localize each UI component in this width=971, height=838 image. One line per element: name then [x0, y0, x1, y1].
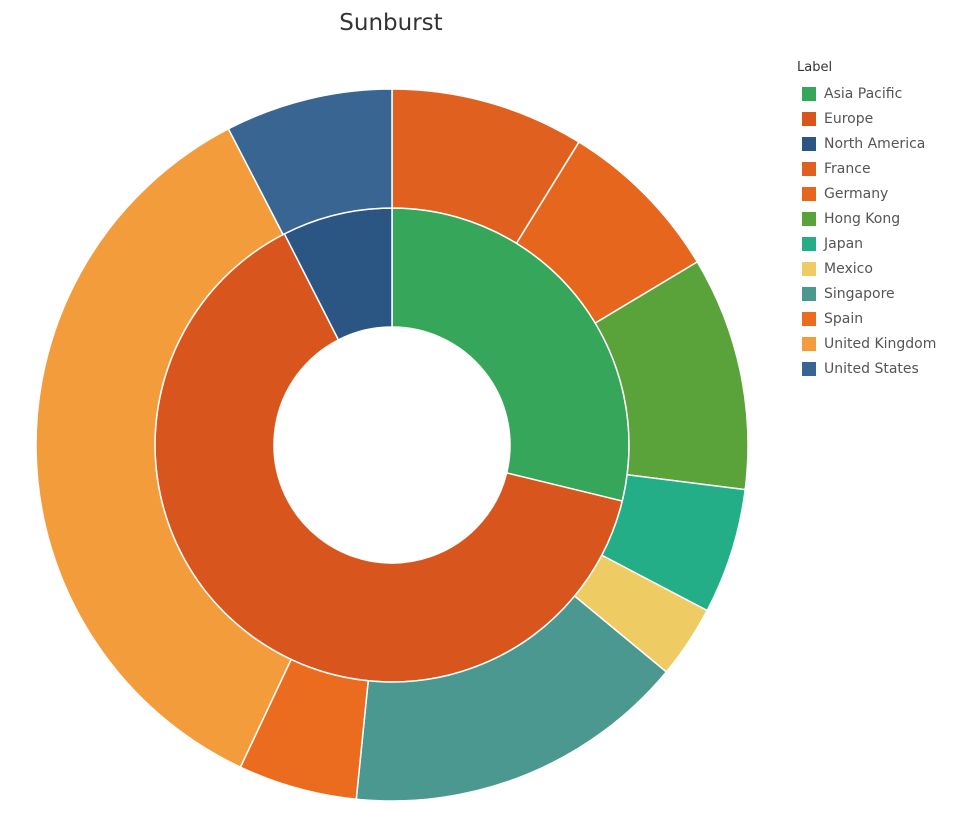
legend-item-europe[interactable]: Europe — [797, 106, 936, 131]
legend-swatch — [802, 261, 816, 276]
legend-swatch — [802, 286, 816, 301]
legend-item-united-kingdom[interactable]: United Kingdom — [797, 331, 936, 356]
legend-label: Singapore — [824, 285, 895, 302]
legend-item-north-america[interactable]: North America — [797, 131, 936, 156]
legend-item-japan[interactable]: Japan — [797, 231, 936, 256]
legend-item-singapore[interactable]: Singapore — [797, 281, 936, 306]
legend-item-france[interactable]: France — [797, 156, 936, 181]
legend-item-germany[interactable]: Germany — [797, 181, 936, 206]
legend-label: Japan — [824, 235, 864, 252]
legend-label: Germany — [824, 185, 889, 202]
legend-label: United Kingdom — [824, 335, 937, 352]
outer-slice-united-states — [227, 88, 393, 236]
legend-items: Asia Pacific Europe North America France Ger… — [797, 81, 936, 381]
legend-label: Spain — [824, 310, 864, 327]
legend-swatch — [802, 136, 816, 151]
legend-label: Asia Pacific — [824, 85, 903, 102]
legend-label: Hong Kong — [824, 210, 901, 227]
legend-label: France — [824, 160, 871, 177]
legend: Label Asia Pacific Europe North America Fra… — [797, 60, 936, 381]
legend-label: Mexico — [824, 260, 873, 277]
legend-item-united-states[interactable]: United States — [797, 356, 936, 381]
legend-swatch — [802, 236, 816, 251]
outer-slice-united-kingdom — [35, 127, 293, 769]
legend-swatch — [802, 186, 816, 201]
legend-swatch — [802, 311, 816, 326]
legend-swatch — [802, 336, 816, 351]
legend-label: United States — [824, 360, 919, 377]
legend-swatch — [802, 111, 816, 126]
chart-title: Sunburst — [339, 10, 443, 36]
legend-item-hong-kong[interactable]: Hong Kong — [797, 206, 936, 231]
sunburst-chart — [35, 88, 749, 802]
legend-item-asia-pacific[interactable]: Asia Pacific — [797, 81, 936, 106]
legend-swatch — [802, 361, 816, 376]
legend-label: Europe — [824, 110, 874, 127]
legend-swatch — [802, 86, 816, 101]
outer-ring — [35, 88, 749, 802]
legend-swatch — [802, 161, 816, 176]
legend-swatch — [802, 211, 816, 226]
legend-title: Label — [797, 60, 833, 75]
legend-item-mexico[interactable]: Mexico — [797, 256, 936, 281]
legend-item-spain[interactable]: Spain — [797, 306, 936, 331]
inner-ring — [154, 207, 630, 683]
legend-label: North America — [824, 135, 926, 152]
